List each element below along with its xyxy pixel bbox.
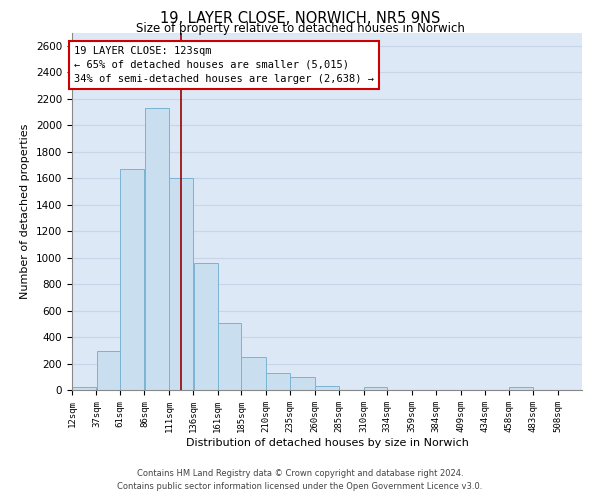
Text: 19, LAYER CLOSE, NORWICH, NR5 9NS: 19, LAYER CLOSE, NORWICH, NR5 9NS bbox=[160, 11, 440, 26]
X-axis label: Distribution of detached houses by size in Norwich: Distribution of detached houses by size … bbox=[185, 438, 469, 448]
Bar bbox=[290, 378, 314, 390]
Bar bbox=[72, 386, 97, 390]
Bar bbox=[194, 263, 218, 390]
Bar bbox=[97, 351, 120, 390]
Bar bbox=[120, 169, 144, 390]
Text: 19 LAYER CLOSE: 123sqm
← 65% of detached houses are smaller (5,015)
34% of semi-: 19 LAYER CLOSE: 123sqm ← 65% of detached… bbox=[74, 46, 374, 84]
Text: Size of property relative to detached houses in Norwich: Size of property relative to detached ho… bbox=[136, 22, 464, 35]
Bar bbox=[241, 357, 266, 390]
Text: Contains HM Land Registry data © Crown copyright and database right 2024.
Contai: Contains HM Land Registry data © Crown c… bbox=[118, 469, 482, 491]
Bar bbox=[145, 108, 169, 390]
Bar bbox=[218, 323, 241, 390]
Bar bbox=[266, 374, 290, 390]
Bar bbox=[169, 178, 193, 390]
Bar bbox=[364, 388, 387, 390]
Bar bbox=[509, 388, 533, 390]
Bar bbox=[315, 386, 339, 390]
Y-axis label: Number of detached properties: Number of detached properties bbox=[20, 124, 31, 299]
